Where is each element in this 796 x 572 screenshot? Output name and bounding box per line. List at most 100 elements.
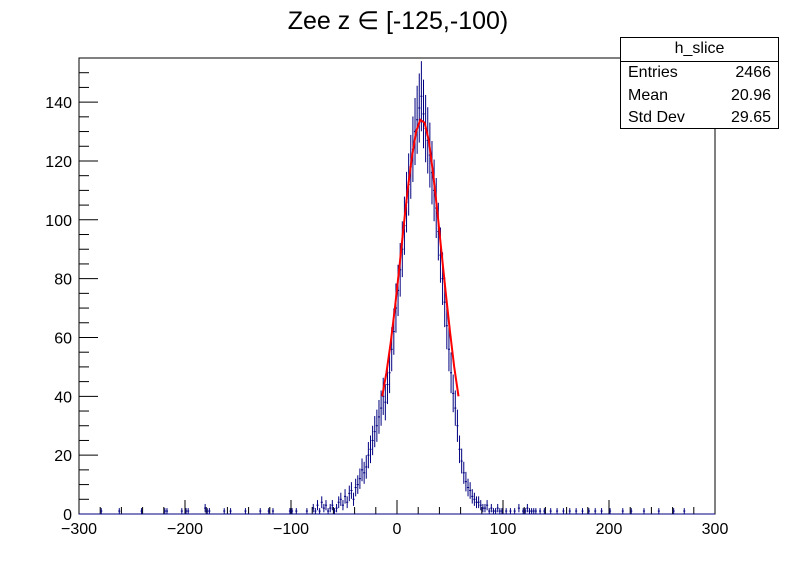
histogram-bin <box>486 500 489 511</box>
y-tick-label: 100 <box>45 213 72 230</box>
histogram-bin <box>456 409 459 442</box>
histogram-bin <box>581 508 584 514</box>
histogram-bin <box>609 508 612 514</box>
x-tick-label: 100 <box>490 521 517 538</box>
histogram-bin <box>450 352 453 394</box>
histogram-bin <box>377 400 381 434</box>
histogram-bin <box>642 508 646 514</box>
histogram-bin <box>204 503 207 513</box>
histogram-bin <box>481 503 484 513</box>
histogram-bin <box>479 500 482 511</box>
histogram-bin <box>543 508 546 514</box>
histogram-bin <box>587 508 590 514</box>
stats-box: h_slice Entries 2466 Mean 20.96 Std Dev … <box>620 37 779 129</box>
histogram-bin <box>356 475 359 494</box>
stats-title: h_slice <box>621 38 778 62</box>
histogram-bin <box>324 500 328 511</box>
histogram-bin <box>475 496 478 509</box>
y-tick-label: 140 <box>45 95 72 112</box>
histogram-bin <box>492 508 495 514</box>
histogram-bin <box>295 508 298 514</box>
histogram-bin <box>208 508 211 514</box>
y-tick-label: 80 <box>54 272 72 289</box>
stats-row-stddev: Std Dev 29.65 <box>621 107 778 130</box>
histogram-bin <box>498 508 501 514</box>
histogram-bin <box>454 390 457 426</box>
histogram-bin <box>460 448 463 474</box>
histogram-bin <box>316 500 319 511</box>
histogram-bin <box>305 508 308 514</box>
histogram-bin <box>363 461 366 484</box>
stats-label: Mean <box>628 86 669 104</box>
histogram-bin <box>556 508 559 514</box>
axes: −300 −200 −100 0 100 200 300 0 20 40 60 80 100 120 140 <box>45 57 729 538</box>
histogram-bin <box>352 492 355 506</box>
histogram-bin <box>526 503 529 513</box>
histogram-bin <box>271 508 275 514</box>
histogram-bin <box>384 384 387 421</box>
histogram-bin <box>532 508 535 514</box>
histogram-bin <box>388 352 391 394</box>
x-tick-label: −200 <box>167 521 203 538</box>
x-tick-label: 300 <box>702 521 729 538</box>
stats-value: 2466 <box>735 64 771 81</box>
histogram-bin <box>348 485 351 502</box>
histogram-bin <box>329 503 332 513</box>
histogram-bin <box>369 435 372 464</box>
histogram-bin <box>322 503 325 513</box>
histogram-bin <box>337 496 340 509</box>
histogram-bin <box>416 85 419 154</box>
stats-row-entries: Entries 2466 <box>621 62 778 85</box>
y-tick-label: 40 <box>54 389 72 406</box>
histogram-bin <box>318 508 321 514</box>
histogram-bin <box>223 508 226 514</box>
histogram-bin <box>464 471 467 492</box>
histogram-bin <box>469 482 472 499</box>
histogram-bin <box>575 508 578 514</box>
histogram-bin <box>471 489 474 504</box>
histogram-bin <box>600 508 603 514</box>
histogram-bin <box>534 508 537 514</box>
histogram-bin <box>367 442 370 469</box>
histogram-bin <box>505 508 508 514</box>
histogram-bin <box>494 508 497 514</box>
x-tick-label: −300 <box>61 521 97 538</box>
stats-label: Std Dev <box>628 109 685 126</box>
histogram-bin <box>621 508 624 514</box>
y-tick-label: 20 <box>54 448 72 465</box>
histogram-bin <box>496 503 499 513</box>
histogram-bin <box>568 508 571 514</box>
histogram-bin <box>350 482 353 499</box>
histogram-bin <box>672 508 675 514</box>
histogram-bin <box>371 425 374 456</box>
histogram-bin <box>244 508 247 514</box>
histogram-bin <box>490 503 493 513</box>
stats-value: 29.65 <box>730 109 771 126</box>
y-tick-label: 0 <box>63 507 72 524</box>
histogram-bin <box>187 508 190 514</box>
histogram-bin <box>140 508 143 514</box>
histogram-bin <box>509 508 512 514</box>
chart-title: Zee z ∈ [-125,-100) <box>287 7 509 35</box>
histogram-bin <box>630 508 633 514</box>
histogram-bin <box>288 508 291 514</box>
histogram-bin <box>524 508 527 514</box>
histogram-bin <box>477 496 480 509</box>
histogram-bin <box>291 508 294 514</box>
histogram-bin <box>365 455 368 479</box>
y-tick-label: 60 <box>54 330 72 347</box>
histogram-bin <box>358 468 361 489</box>
histogram-bin <box>344 489 347 504</box>
histogram-bin <box>333 508 336 514</box>
stats-label: Entries <box>628 64 678 81</box>
histogram-bin <box>528 508 531 514</box>
histogram-bin <box>539 508 542 514</box>
histogram-bin <box>341 500 344 511</box>
histogram-bin <box>683 508 686 514</box>
histogram-bin <box>118 508 121 514</box>
histogram-bin <box>562 508 565 514</box>
histogram-bin <box>452 374 455 413</box>
stats-value: 20.96 <box>730 86 771 104</box>
histogram-bin <box>163 508 166 514</box>
